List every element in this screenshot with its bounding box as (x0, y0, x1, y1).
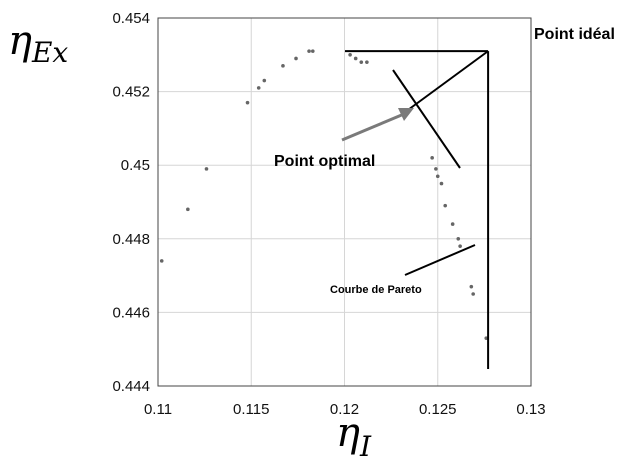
data-point (435, 174, 440, 179)
pareto-pointer-line (404, 244, 476, 276)
data-point (450, 222, 455, 226)
optimal-arrow-shaft (341, 112, 405, 142)
data-point (359, 60, 364, 64)
tangent-line (392, 69, 461, 169)
data-point (456, 237, 461, 241)
grid (157, 17, 532, 387)
x-tick-label: 0.11 (144, 401, 172, 418)
data-point (204, 167, 209, 171)
data-point (469, 284, 474, 289)
plot-frame (157, 17, 532, 387)
data-point (281, 64, 285, 68)
y-tick-label: 0.448 (112, 231, 150, 248)
data-point (310, 49, 315, 53)
data-point (430, 156, 434, 160)
data-point (256, 86, 261, 90)
y-tick-label: 0.444 (112, 378, 150, 395)
pareto-curve-label: Courbe de Pareto (330, 284, 422, 296)
x-axis-label: ηI (336, 410, 372, 461)
data-point (186, 207, 190, 212)
y-axis-subscript: Ex (31, 36, 68, 69)
data-point (471, 292, 475, 296)
x-tick-label: 0.115 (233, 401, 269, 418)
y-tick-label: 0.446 (112, 304, 150, 321)
y-tick-label: 0.452 (112, 84, 150, 101)
data-point (443, 203, 448, 208)
data-point (307, 49, 311, 53)
x-axis-subscript: I (359, 430, 372, 461)
y-axis-label: ηEx (8, 18, 68, 69)
data-point (365, 60, 369, 64)
data-points (159, 49, 489, 340)
data-point (159, 259, 164, 263)
data-point (439, 181, 444, 186)
ideal-point-label: Point idéal (534, 26, 615, 43)
x-tick-label: 0.125 (419, 401, 457, 418)
annotations: Point idéal Point optimal Courbe de Pareto (274, 26, 615, 369)
data-point (458, 244, 462, 248)
x-tick-label: 0.13 (516, 401, 545, 418)
x-tick-label: 0.12 (330, 401, 359, 418)
tick-labels: 0.11 0.115 0.12 0.125 0.13 0.444 0.446 0.448 0.4… (112, 10, 545, 418)
data-point (348, 53, 352, 57)
data-point (353, 56, 358, 61)
y-tick-label: 0.45 (121, 157, 150, 174)
x-axis-symbol: η (336, 410, 360, 456)
data-point (262, 78, 267, 83)
optimal-arrow-head (398, 108, 414, 121)
data-point (245, 100, 250, 105)
optimal-point-label: Point optimal (274, 153, 375, 170)
y-axis-symbol: η (8, 18, 32, 64)
data-point (294, 56, 298, 61)
data-point (434, 167, 438, 171)
y-tick-label: 0.454 (112, 10, 150, 27)
ideal-to-optimal-line (407, 50, 489, 111)
